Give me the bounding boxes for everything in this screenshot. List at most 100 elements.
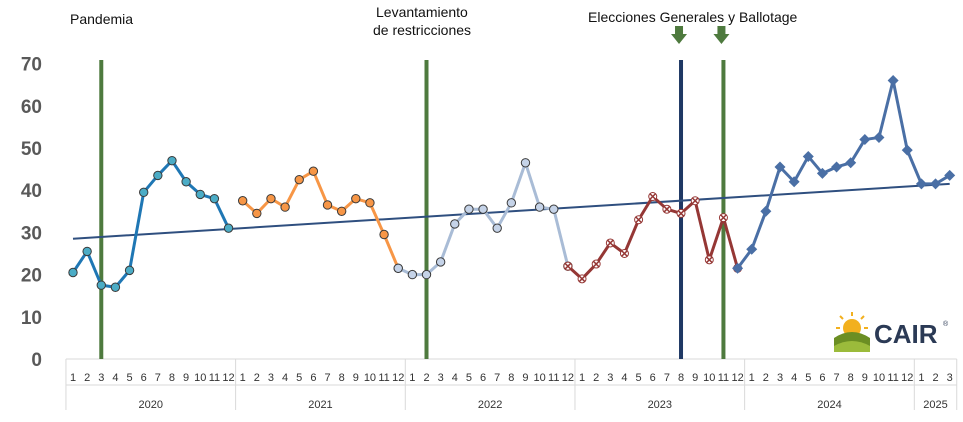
x-tick-month: 2: [254, 372, 260, 384]
y-tick-label: 70: [21, 55, 42, 76]
data-point: [746, 243, 758, 255]
y-tick-label: 10: [21, 308, 42, 329]
x-tick-month: 3: [438, 372, 444, 384]
data-point: [944, 169, 956, 181]
data-point: [110, 282, 121, 292]
data-point: [774, 161, 786, 173]
data-point: [901, 144, 913, 156]
x-tick-month: 12: [901, 372, 913, 384]
x-tick-month: 6: [141, 372, 147, 384]
x-tick-month: 10: [364, 372, 376, 384]
x-tick-month: 1: [70, 372, 76, 384]
annotation-levantamiento-line1: Levantamiento: [376, 4, 468, 20]
x-tick-month: 6: [650, 372, 656, 384]
x-tick-year: 2025: [923, 399, 947, 411]
data-point: [859, 134, 871, 146]
x-tick-month: 1: [409, 372, 415, 384]
data-point: [478, 204, 488, 214]
x-tick-month: 6: [310, 372, 316, 384]
x-tick-year: 2021: [308, 399, 332, 411]
data-point-x: [578, 275, 586, 283]
x-tick-month: 2: [84, 372, 90, 384]
x-tick-month: 7: [494, 372, 500, 384]
y-tick-label: 40: [21, 181, 42, 202]
y-tick-label: 0: [31, 350, 42, 371]
series-line: [736, 78, 951, 270]
data-point: [421, 269, 432, 280]
data-point: [887, 74, 899, 86]
x-tick-month: 2: [423, 372, 429, 384]
data-point: [845, 157, 857, 169]
data-point-x: [705, 256, 713, 264]
x-tick-month: 11: [209, 372, 220, 384]
y-tick-label: 50: [21, 139, 42, 160]
data-point: [280, 202, 290, 212]
data-point: [648, 192, 658, 202]
data-point: [873, 131, 885, 143]
x-tick-month: 2: [763, 372, 769, 384]
x-tick-month: 8: [678, 372, 684, 384]
annotation-pandemia: Pandemia: [70, 11, 134, 27]
data-point: [690, 196, 700, 206]
data-point: [351, 193, 361, 204]
data-point: [492, 223, 502, 233]
x-tick-month: 1: [918, 372, 924, 384]
x-tick-month: 6: [480, 372, 486, 384]
data-point-x: [691, 197, 699, 205]
data-point: [407, 269, 418, 280]
y-tick-label: 30: [21, 223, 42, 244]
data-point: [563, 261, 573, 271]
data-point: [82, 246, 92, 257]
data-point: [308, 166, 319, 176]
x-tick-month: 11: [718, 372, 729, 384]
data-point: [520, 158, 531, 168]
data-point: [816, 167, 828, 179]
x-tick-month: 1: [579, 372, 585, 384]
data-point: [605, 238, 615, 248]
x-tick-month: 11: [548, 372, 559, 384]
data-point: [704, 255, 714, 265]
x-tick-month: 7: [324, 372, 330, 384]
x-tick-month: 10: [873, 372, 885, 384]
data-point: [266, 193, 276, 204]
x-tick-month: 4: [621, 372, 627, 384]
x-tick-month: 9: [862, 372, 868, 384]
data-point: [676, 208, 686, 218]
data-point-x: [635, 216, 643, 224]
down-arrow-icon: [713, 26, 730, 44]
data-point-x: [564, 262, 572, 270]
x-tick-month: 7: [664, 372, 670, 384]
x-tick-year: 2022: [478, 399, 502, 411]
data-point-x: [663, 205, 671, 213]
x-tick-month: 3: [947, 372, 953, 384]
x-tick-month: 5: [466, 372, 472, 384]
x-tick-month: 10: [533, 372, 545, 384]
annotation-elecciones: Elecciones Generales y Ballotage: [588, 9, 798, 25]
logo-text: CAIR: [874, 319, 938, 349]
data-point: [139, 187, 149, 198]
data-point: [915, 178, 927, 190]
x-tick-month: 3: [607, 372, 613, 384]
x-tick-year: 2020: [139, 399, 163, 411]
data-point-x: [649, 192, 657, 201]
data-point: [619, 249, 629, 258]
x-tick-month: 4: [282, 372, 288, 384]
data-point: [68, 267, 78, 278]
x-tick-month: 5: [126, 372, 132, 384]
sun-icon: [834, 312, 870, 352]
series-2020: [68, 155, 234, 292]
x-tick-month: 9: [353, 372, 359, 384]
data-point: [336, 206, 347, 217]
x-tick-month: 12: [392, 372, 404, 384]
data-point: [534, 202, 545, 212]
data-point: [549, 204, 559, 214]
data-point: [930, 178, 942, 190]
x-tick-month: 5: [296, 372, 302, 384]
x-tick-month: 8: [169, 372, 175, 384]
x-tick-month: 7: [833, 372, 839, 384]
series-line: [397, 161, 570, 277]
data-point-x: [719, 214, 727, 222]
data-point: [435, 257, 446, 267]
y-tick-label: 60: [21, 97, 42, 118]
